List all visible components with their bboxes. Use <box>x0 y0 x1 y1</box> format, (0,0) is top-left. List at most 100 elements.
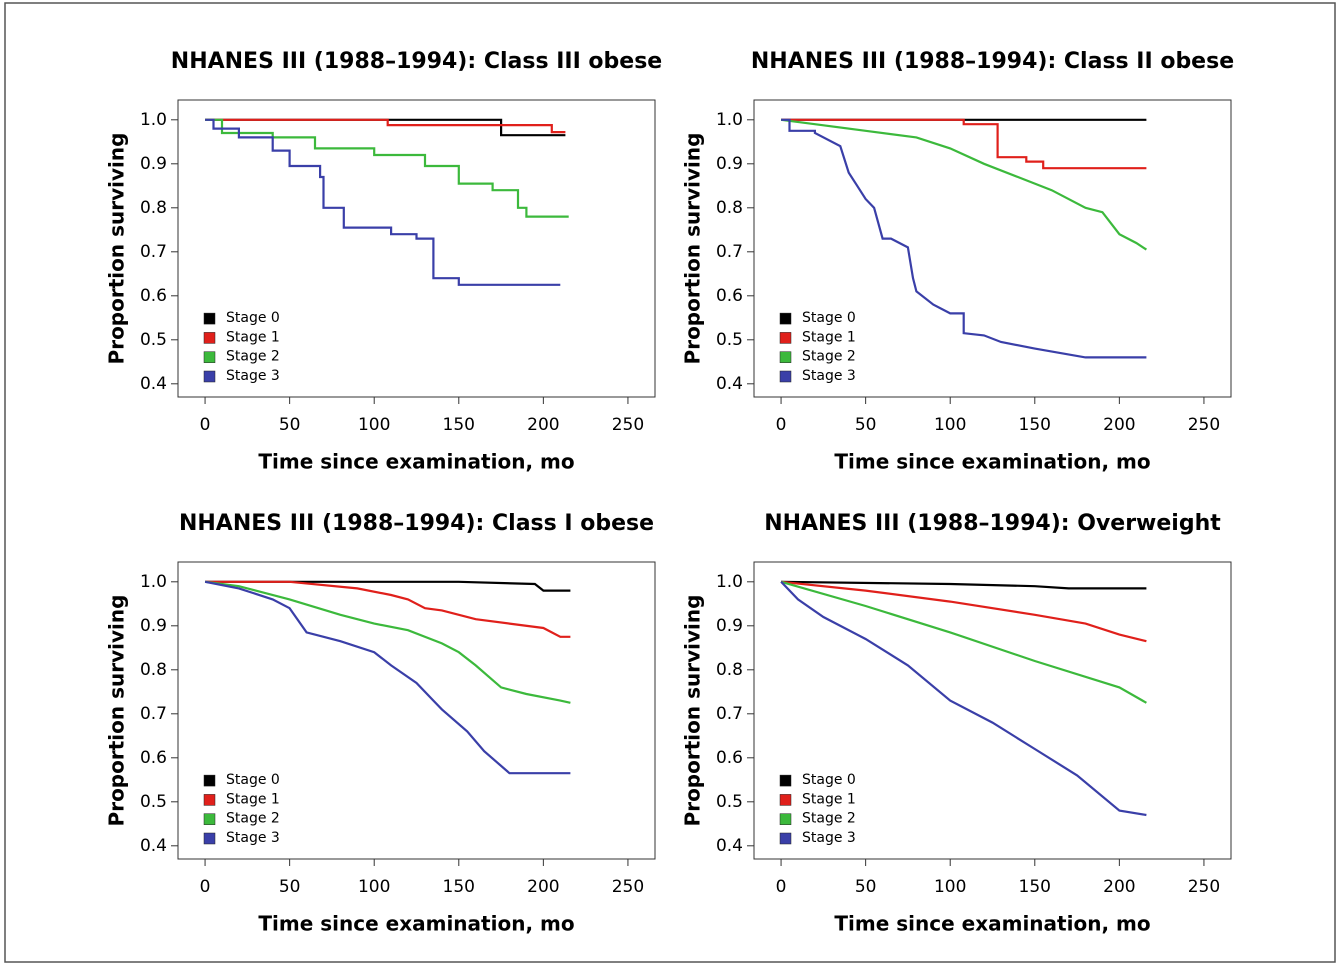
x-tick-label: 150 <box>1019 415 1051 435</box>
legend-label: Stage 1 <box>226 791 280 807</box>
x-axis-label: Time since examination, mo <box>834 450 1150 474</box>
legend-swatch <box>203 312 216 325</box>
x-axis-label: Time since examination, mo <box>258 912 574 936</box>
plot-frame <box>753 99 1232 398</box>
y-tick-label: 0.8 <box>716 198 743 218</box>
survival-curve <box>205 118 561 286</box>
chart-title: NHANES III (1988–1994): Class III obese <box>171 49 662 74</box>
y-tick-label: 0.9 <box>716 154 743 174</box>
legend-label: Stage 0 <box>802 310 856 326</box>
y-axis-label: Proportion surviving <box>105 595 129 827</box>
x-tick-label: 50 <box>855 415 877 435</box>
survival-curve <box>205 118 569 218</box>
y-tick-label: 0.7 <box>716 242 743 262</box>
legend-swatch <box>779 351 792 363</box>
survival-curve <box>780 580 1147 704</box>
survival-curve <box>205 580 571 638</box>
legend-label: Stage 0 <box>226 310 280 326</box>
legend-swatch <box>779 794 792 806</box>
chart-title: NHANES III (1988–1994): Class II obese <box>751 49 1234 74</box>
x-tick-label: 250 <box>1188 877 1220 897</box>
x-tick-label: 250 <box>612 877 644 897</box>
x-tick-label: 250 <box>1188 415 1220 435</box>
x-tick-label: 150 <box>443 415 475 435</box>
y-tick-label: 0.6 <box>716 748 743 768</box>
y-tick-label: 0.5 <box>716 792 743 812</box>
y-tick-label: 0.6 <box>140 748 167 768</box>
legend-swatch <box>779 312 792 325</box>
legend-swatch <box>779 332 792 344</box>
chart-title: NHANES III (1988–1994): Class I obese <box>179 511 654 536</box>
legend-label: Stage 3 <box>802 368 856 384</box>
legend-swatch <box>203 832 216 845</box>
y-tick-label: 0.4 <box>716 836 743 856</box>
legend-swatch <box>779 370 792 383</box>
chart-title: NHANES III (1988–1994): Overweight <box>764 511 1221 536</box>
legend-swatch <box>203 351 216 363</box>
y-tick-label: 0.9 <box>140 154 167 174</box>
legend-swatch <box>203 774 216 787</box>
survival-curve <box>205 580 571 592</box>
y-tick-label: 0.8 <box>140 198 167 218</box>
y-tick-label: 1.0 <box>140 572 167 592</box>
y-axis-label: Proportion surviving <box>105 133 129 365</box>
x-tick-label: 150 <box>1019 877 1051 897</box>
x-axis-label: Time since examination, mo <box>834 912 1150 936</box>
y-tick-label: 0.4 <box>716 374 743 394</box>
legend-swatch <box>203 332 216 344</box>
legend-swatch <box>203 370 216 383</box>
legend-label: Stage 2 <box>802 349 856 365</box>
x-tick-label: 150 <box>443 877 475 897</box>
x-tick-label: 200 <box>527 415 559 435</box>
x-tick-label: 100 <box>358 415 390 435</box>
x-tick-label: 250 <box>612 415 644 435</box>
legend-label: Stage 3 <box>226 830 280 846</box>
x-tick-label: 100 <box>358 877 390 897</box>
plot-frame <box>753 561 1232 860</box>
legend-swatch <box>203 813 216 825</box>
plot-frame <box>177 561 656 860</box>
x-tick-label: 100 <box>934 415 966 435</box>
x-tick-label: 50 <box>279 415 301 435</box>
legend-swatch <box>203 794 216 806</box>
legend-label: Stage 2 <box>226 349 280 365</box>
survival-curve <box>780 580 1147 643</box>
survival-curve <box>780 118 1148 251</box>
x-tick-label: 50 <box>855 877 877 897</box>
y-axis-label: Proportion surviving <box>681 133 705 365</box>
legend-label: Stage 1 <box>802 329 856 345</box>
y-tick-label: 0.5 <box>140 330 167 350</box>
legend-label: Stage 3 <box>802 830 856 846</box>
x-tick-label: 0 <box>776 877 787 897</box>
legend-label: Stage 0 <box>226 772 280 788</box>
plot-frame <box>177 99 656 398</box>
y-tick-label: 1.0 <box>716 572 743 592</box>
y-tick-label: 0.5 <box>716 330 743 350</box>
y-tick-label: 0.5 <box>140 792 167 812</box>
x-axis-label: Time since examination, mo <box>258 450 574 474</box>
legend-label: Stage 0 <box>802 772 856 788</box>
y-tick-label: 1.0 <box>716 110 743 130</box>
legend-swatch <box>779 774 792 787</box>
y-tick-label: 0.8 <box>140 660 167 680</box>
legend-swatch <box>779 813 792 825</box>
survival-curve <box>205 118 566 134</box>
y-tick-label: 1.0 <box>140 110 167 130</box>
survival-curve <box>781 580 1147 590</box>
survival-curve <box>781 118 1147 170</box>
y-tick-label: 0.9 <box>716 616 743 636</box>
x-tick-label: 200 <box>1103 415 1135 435</box>
x-tick-label: 50 <box>279 877 301 897</box>
survival-curve <box>781 118 1147 359</box>
legend-label: Stage 2 <box>226 811 280 827</box>
y-tick-label: 0.9 <box>140 616 167 636</box>
y-tick-label: 0.7 <box>140 704 167 724</box>
y-tick-label: 0.7 <box>716 704 743 724</box>
y-tick-label: 0.6 <box>716 286 743 306</box>
x-tick-label: 0 <box>776 415 787 435</box>
legend-label: Stage 3 <box>226 368 280 384</box>
legend-swatch <box>779 832 792 845</box>
y-tick-label: 0.4 <box>140 836 167 856</box>
y-tick-label: 0.8 <box>716 660 743 680</box>
y-axis-label: Proportion surviving <box>681 595 705 827</box>
